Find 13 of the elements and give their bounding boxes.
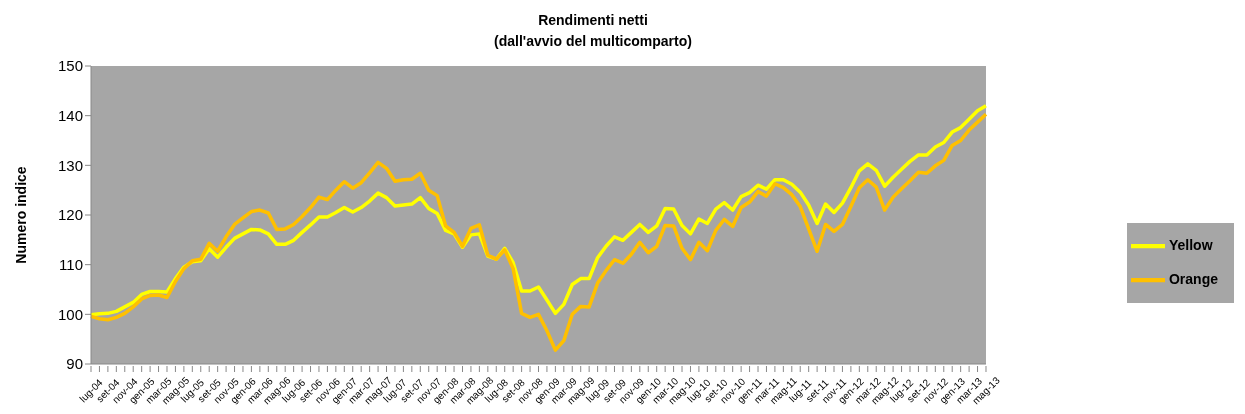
chart-title: Rendimenti netti — [537, 11, 649, 30]
legend-label: Orange — [1168, 271, 1218, 288]
y-tick-label: 100 — [57, 305, 83, 323]
y-tick-label: 90 — [66, 355, 83, 373]
y-tick-label: 150 — [57, 57, 83, 75]
y-tick-label: 130 — [57, 156, 83, 174]
y-tick-label: 110 — [59, 255, 83, 273]
y-axis-title: Numero indice — [12, 166, 29, 264]
legend-label: Yellow — [1168, 237, 1213, 254]
y-tick-label: 140 — [57, 106, 83, 124]
chart-subtitle: (dall'avvio del multicomparto) — [493, 32, 693, 51]
y-tick-label: 120 — [57, 206, 83, 224]
line-series — [89, 112, 988, 352]
